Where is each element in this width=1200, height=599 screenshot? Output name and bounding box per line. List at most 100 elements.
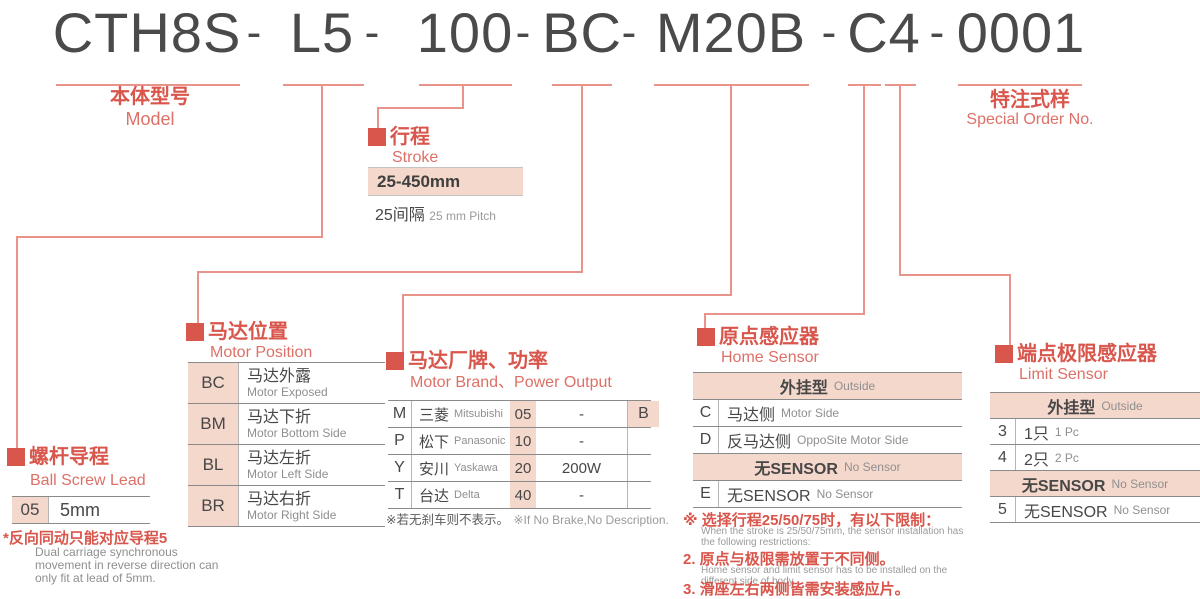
table-row: E 无SENSOR No Sensor <box>693 481 962 507</box>
sensor-code: 3 <box>990 419 1016 444</box>
table-row: 05 5mm <box>12 497 150 523</box>
sensor-code: 5 <box>990 497 1016 522</box>
group-header-no-sensor: 无SENSOR No Sensor <box>990 471 1200 497</box>
stroke-pitch-en: 25 mm Pitch <box>429 209 496 223</box>
power-value: - <box>536 482 628 508</box>
section-square-icon <box>386 352 404 370</box>
model-code-segment-motor-brand: M20B <box>655 1 807 64</box>
desc-en: Motor Right Side <box>247 507 337 522</box>
group-en: Outside <box>1101 398 1143 413</box>
desc-en: Motor Left Side <box>247 466 329 481</box>
connector-motor-position <box>581 86 583 273</box>
underline-limit-sensor <box>885 84 916 86</box>
table-row: Y 安川 Yaskawa 20 200W <box>388 455 651 482</box>
brand-en: Delta <box>454 489 480 501</box>
home-sensor-label-zh: 原点感应器 <box>719 326 819 348</box>
connector-limit-sensor <box>1009 274 1011 346</box>
desc-zh: 马达左折 <box>247 449 312 467</box>
model-code-separator: - <box>364 8 380 57</box>
model-label-zh: 本体型号 <box>110 86 190 108</box>
connector-motor-brand <box>402 294 732 296</box>
table-row: 4 2只 2 Pc <box>990 445 1200 471</box>
model-label-en: Model <box>125 109 175 129</box>
connector-stroke <box>377 107 379 129</box>
underline-stroke <box>419 84 512 86</box>
power-code: 05 <box>510 401 536 427</box>
limit-sensor-label-en: Limit Sensor <box>1019 366 1108 383</box>
ball-screw-label-en: Ball Screw Lead <box>30 472 146 489</box>
brand-name: 台达 Delta <box>412 482 510 508</box>
home-sensor-note2-en1: Home sensor and limit sensor has to be i… <box>701 565 948 576</box>
brand-zh: 台达 <box>419 487 450 505</box>
brand-code: Y <box>388 455 412 481</box>
desc-en: No Sensor <box>1113 502 1171 517</box>
underline-motor-brand <box>654 84 809 86</box>
special-order-label-zh: 特注式样 <box>990 89 1070 111</box>
ball-screw-note-en1: Dual carriage synchronous <box>35 545 178 559</box>
footnote-en: ※If No Brake,No Description. <box>513 513 669 527</box>
table-row: BL 马达左折 Motor Left Side <box>188 445 385 486</box>
brake-code: B <box>628 401 659 427</box>
model-code-separator: - <box>621 8 637 57</box>
power-code: 20 <box>510 455 536 481</box>
motor-brand-table: M 三菱 Mitsubishi 05 - B P 松下 Panasonic 10… <box>388 400 659 509</box>
desc-en: 2 Pc <box>1054 450 1079 465</box>
connector-limit-sensor <box>899 86 901 276</box>
motor-position-code: BC <box>188 363 239 403</box>
desc-zh: 2只 <box>1024 451 1049 469</box>
brand-code: T <box>388 482 412 508</box>
brand-code: P <box>388 428 412 454</box>
model-code-segment-lead: L5 <box>289 1 355 64</box>
stroke-pitch-zh: 25间隔 <box>375 207 425 224</box>
motor-position-code: BL <box>188 445 239 485</box>
brand-zh: 松下 <box>419 433 450 451</box>
model-code-segment-body: CTH8S <box>52 1 242 64</box>
desc-zh: 1只 <box>1024 425 1049 443</box>
ball-screw-table: 05 5mm <box>12 496 150 524</box>
motor-position-desc: 马达左折 Motor Left Side <box>239 445 385 485</box>
sensor-desc: 马达侧 Motor Side <box>719 400 962 426</box>
connector-motor-brand <box>730 86 732 296</box>
model-code-separator: - <box>821 8 837 57</box>
table-row: D 反马达侧 OppoSite Motor Side <box>693 427 962 454</box>
brand-en: Panasonic <box>454 435 506 447</box>
group-en: Outside <box>833 379 876 393</box>
connector-lead <box>16 236 323 238</box>
brand-zh: 安川 <box>419 460 450 478</box>
brake-code <box>628 455 659 481</box>
power-value: - <box>536 428 628 454</box>
model-code-separator: - <box>246 8 262 57</box>
brand-code: M <box>388 401 412 427</box>
desc-en: No Sensor <box>816 487 874 501</box>
table-row: BC 马达外露 Motor Exposed <box>188 363 385 404</box>
desc-en: OppoSite Motor Side <box>797 433 909 447</box>
connector-home-sensor <box>704 313 706 329</box>
home-sensor-note-title-en1: When the stroke is 25/50/75mm, the senso… <box>701 526 964 537</box>
sensor-desc: 无SENSOR No Sensor <box>1016 497 1200 522</box>
desc-en: Motor Exposed <box>247 384 328 399</box>
brand-zh: 三菱 <box>419 406 450 424</box>
motor-position-table: BC 马达外露 Motor Exposed BM 马达下折 Motor Bott… <box>188 362 385 527</box>
stroke-range-value: 25-450mm <box>377 171 461 191</box>
table-row: 5 无SENSOR No Sensor <box>990 497 1200 522</box>
group-header-outside: 外挂型 Outside <box>693 373 962 400</box>
group-en: No Sensor <box>1111 476 1169 491</box>
sensor-desc: 2只 2 Pc <box>1016 445 1200 470</box>
group-zh: 外挂型 <box>1047 399 1096 417</box>
limit-sensor-label-zh: 端点极限感应器 <box>1017 343 1157 365</box>
footnote-zh: ※若无刹车则不表示。 <box>386 513 509 527</box>
motor-brand-label-zh: 马达厂牌、功率 <box>408 350 548 372</box>
power-code: 10 <box>510 428 536 454</box>
connector-lead <box>321 86 323 237</box>
underline-body <box>56 84 240 86</box>
sensor-code: C <box>693 400 719 426</box>
section-square-icon <box>995 345 1013 363</box>
home-sensor-table: 外挂型 Outside C 马达侧 Motor Side D 反马达侧 Oppo… <box>693 372 962 508</box>
underline-special-order <box>958 84 1082 86</box>
sensor-code: D <box>693 427 719 453</box>
table-row: 3 1只 1 Pc <box>990 419 1200 445</box>
table-row: P 松下 Panasonic 10 - <box>388 428 651 455</box>
table-row: BR 马达右折 Motor Right Side <box>188 486 385 526</box>
underline-motor-position <box>552 84 612 86</box>
